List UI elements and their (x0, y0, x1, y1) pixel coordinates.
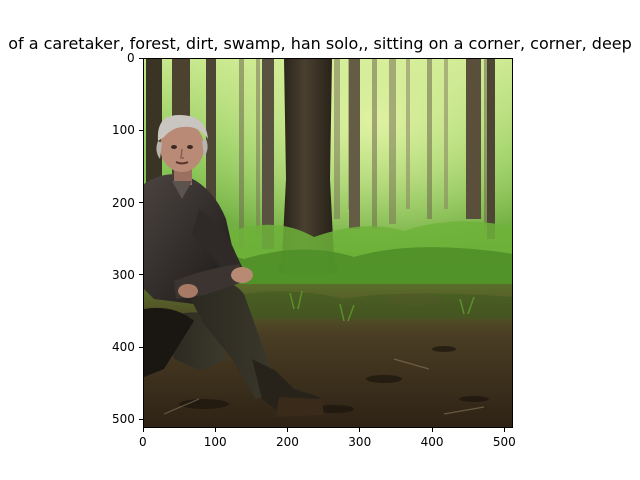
x-tick (359, 428, 361, 432)
x-tick (214, 428, 216, 432)
x-tick-label: 0 (139, 435, 147, 449)
y-tick-label: 100 (112, 123, 135, 138)
x-tick-label: 200 (276, 435, 299, 449)
image-frame (143, 58, 513, 428)
x-tick-label: 400 (420, 435, 444, 449)
y-tick-label: 300 (112, 267, 135, 282)
forest-photo (144, 59, 512, 427)
x-tick (142, 428, 144, 432)
x-tick-label: 500 (492, 435, 516, 449)
y-tick-label: 0 (127, 51, 135, 65)
y-tick-label: 500 (112, 412, 135, 427)
x-tick (431, 428, 433, 432)
x-tick-label: 100 (203, 435, 227, 449)
x-tick-label: 300 (348, 435, 372, 449)
x-tick (287, 428, 289, 432)
y-tick-label: 200 (112, 195, 135, 210)
x-tick (503, 428, 505, 432)
y-tick-label: 400 (112, 340, 135, 355)
figure-title: of a caretaker, forest, dirt, swamp, han… (8, 34, 632, 53)
seated-man (144, 114, 324, 417)
